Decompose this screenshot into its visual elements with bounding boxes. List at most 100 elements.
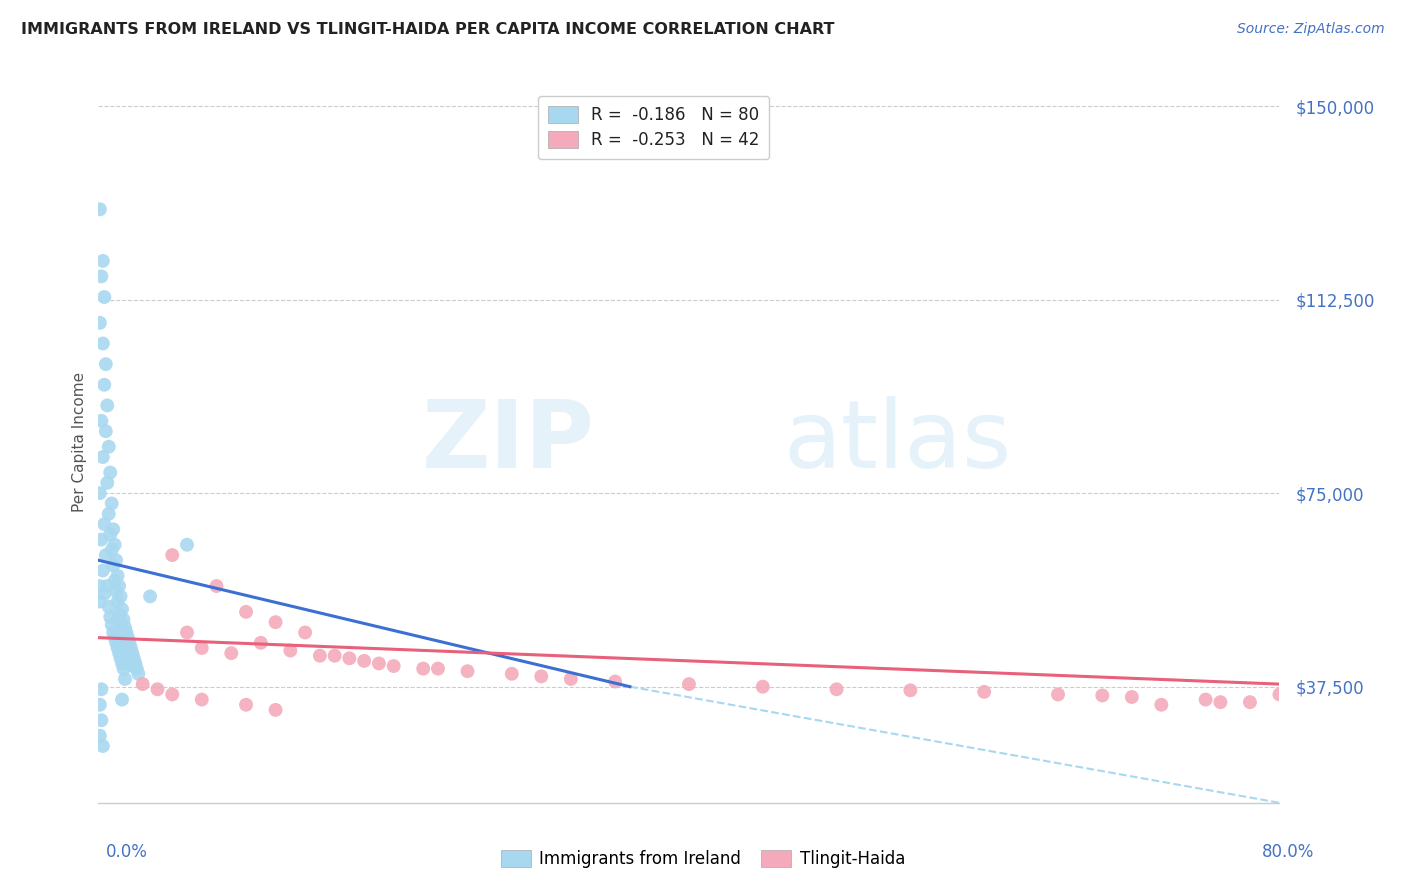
Point — [104, 538, 127, 552]
Text: IMMIGRANTS FROM IRELAND VS TLINGIT-HAIDA PER CAPITA INCOME CORRELATION CHART: IMMIGRANTS FROM IRELAND VS TLINGIT-HAIDA… — [21, 22, 835, 37]
Point — [146, 682, 169, 697]
Point — [112, 613, 135, 627]
Point — [118, 636, 141, 650]
Point — [353, 654, 375, 668]
Point — [191, 640, 214, 655]
Point — [108, 579, 131, 593]
Point — [94, 357, 117, 371]
Point — [382, 659, 405, 673]
Point — [412, 662, 434, 676]
Point — [1239, 695, 1261, 709]
Point — [117, 643, 139, 657]
Point — [91, 253, 114, 268]
Point — [89, 729, 111, 743]
Point — [112, 628, 135, 642]
Point — [107, 594, 129, 608]
Point — [825, 682, 848, 697]
Point — [368, 657, 391, 671]
Point — [94, 548, 117, 562]
Point — [115, 625, 138, 640]
Point — [107, 640, 129, 655]
Point — [132, 677, 155, 691]
Point — [96, 398, 118, 412]
Point — [294, 625, 316, 640]
Point — [115, 639, 138, 653]
Point — [90, 533, 112, 547]
Point — [93, 517, 115, 532]
Point — [89, 594, 111, 608]
Point — [118, 648, 141, 663]
Point — [98, 610, 121, 624]
Point — [457, 664, 479, 678]
Text: atlas: atlas — [783, 395, 1012, 488]
Point — [100, 617, 122, 632]
Point — [90, 269, 112, 284]
Point — [1091, 689, 1114, 703]
Point — [264, 615, 287, 630]
Point — [105, 584, 128, 599]
Point — [93, 377, 115, 392]
Point — [427, 662, 450, 676]
Point — [339, 651, 361, 665]
Point — [560, 672, 582, 686]
Point — [98, 466, 121, 480]
Point — [678, 677, 700, 691]
Point — [127, 666, 149, 681]
Text: 0.0%: 0.0% — [105, 843, 148, 861]
Point — [264, 703, 287, 717]
Point — [97, 507, 120, 521]
Point — [1150, 698, 1173, 712]
Point — [114, 633, 136, 648]
Text: 80.0%: 80.0% — [1263, 843, 1315, 861]
Legend: Immigrants from Ireland, Tlingit-Haida: Immigrants from Ireland, Tlingit-Haida — [495, 843, 911, 875]
Point — [752, 680, 775, 694]
Point — [94, 424, 117, 438]
Point — [125, 662, 148, 676]
Point — [309, 648, 332, 663]
Point — [89, 698, 111, 712]
Point — [121, 646, 143, 660]
Point — [110, 615, 132, 630]
Point — [103, 558, 125, 573]
Point — [91, 739, 114, 753]
Point — [108, 646, 131, 660]
Point — [605, 674, 627, 689]
Point — [105, 553, 128, 567]
Point — [162, 548, 183, 562]
Point — [176, 625, 198, 640]
Point — [124, 657, 146, 671]
Point — [114, 620, 136, 634]
Point — [105, 636, 128, 650]
Point — [114, 672, 136, 686]
Point — [108, 607, 131, 622]
Point — [89, 316, 111, 330]
Point — [900, 683, 922, 698]
Point — [97, 599, 120, 614]
Point — [1121, 690, 1143, 704]
Point — [112, 662, 135, 676]
Point — [89, 202, 111, 217]
Point — [100, 496, 122, 510]
Point — [122, 651, 145, 665]
Point — [1195, 692, 1218, 706]
Point — [205, 579, 228, 593]
Text: ZIP: ZIP — [422, 395, 595, 488]
Point — [103, 522, 125, 536]
Point — [176, 538, 198, 552]
Point — [93, 587, 115, 601]
Point — [221, 646, 243, 660]
Y-axis label: Per Capita Income: Per Capita Income — [72, 371, 87, 512]
Point — [89, 486, 111, 500]
Point — [191, 692, 214, 706]
Point — [1046, 687, 1070, 701]
Point — [120, 654, 142, 668]
Point — [120, 640, 142, 655]
Point — [1268, 687, 1291, 701]
Point — [100, 542, 122, 557]
Point — [91, 336, 114, 351]
Point — [235, 698, 257, 712]
Text: Source: ZipAtlas.com: Source: ZipAtlas.com — [1237, 22, 1385, 37]
Point — [501, 666, 523, 681]
Point — [250, 636, 273, 650]
Point — [90, 414, 112, 428]
